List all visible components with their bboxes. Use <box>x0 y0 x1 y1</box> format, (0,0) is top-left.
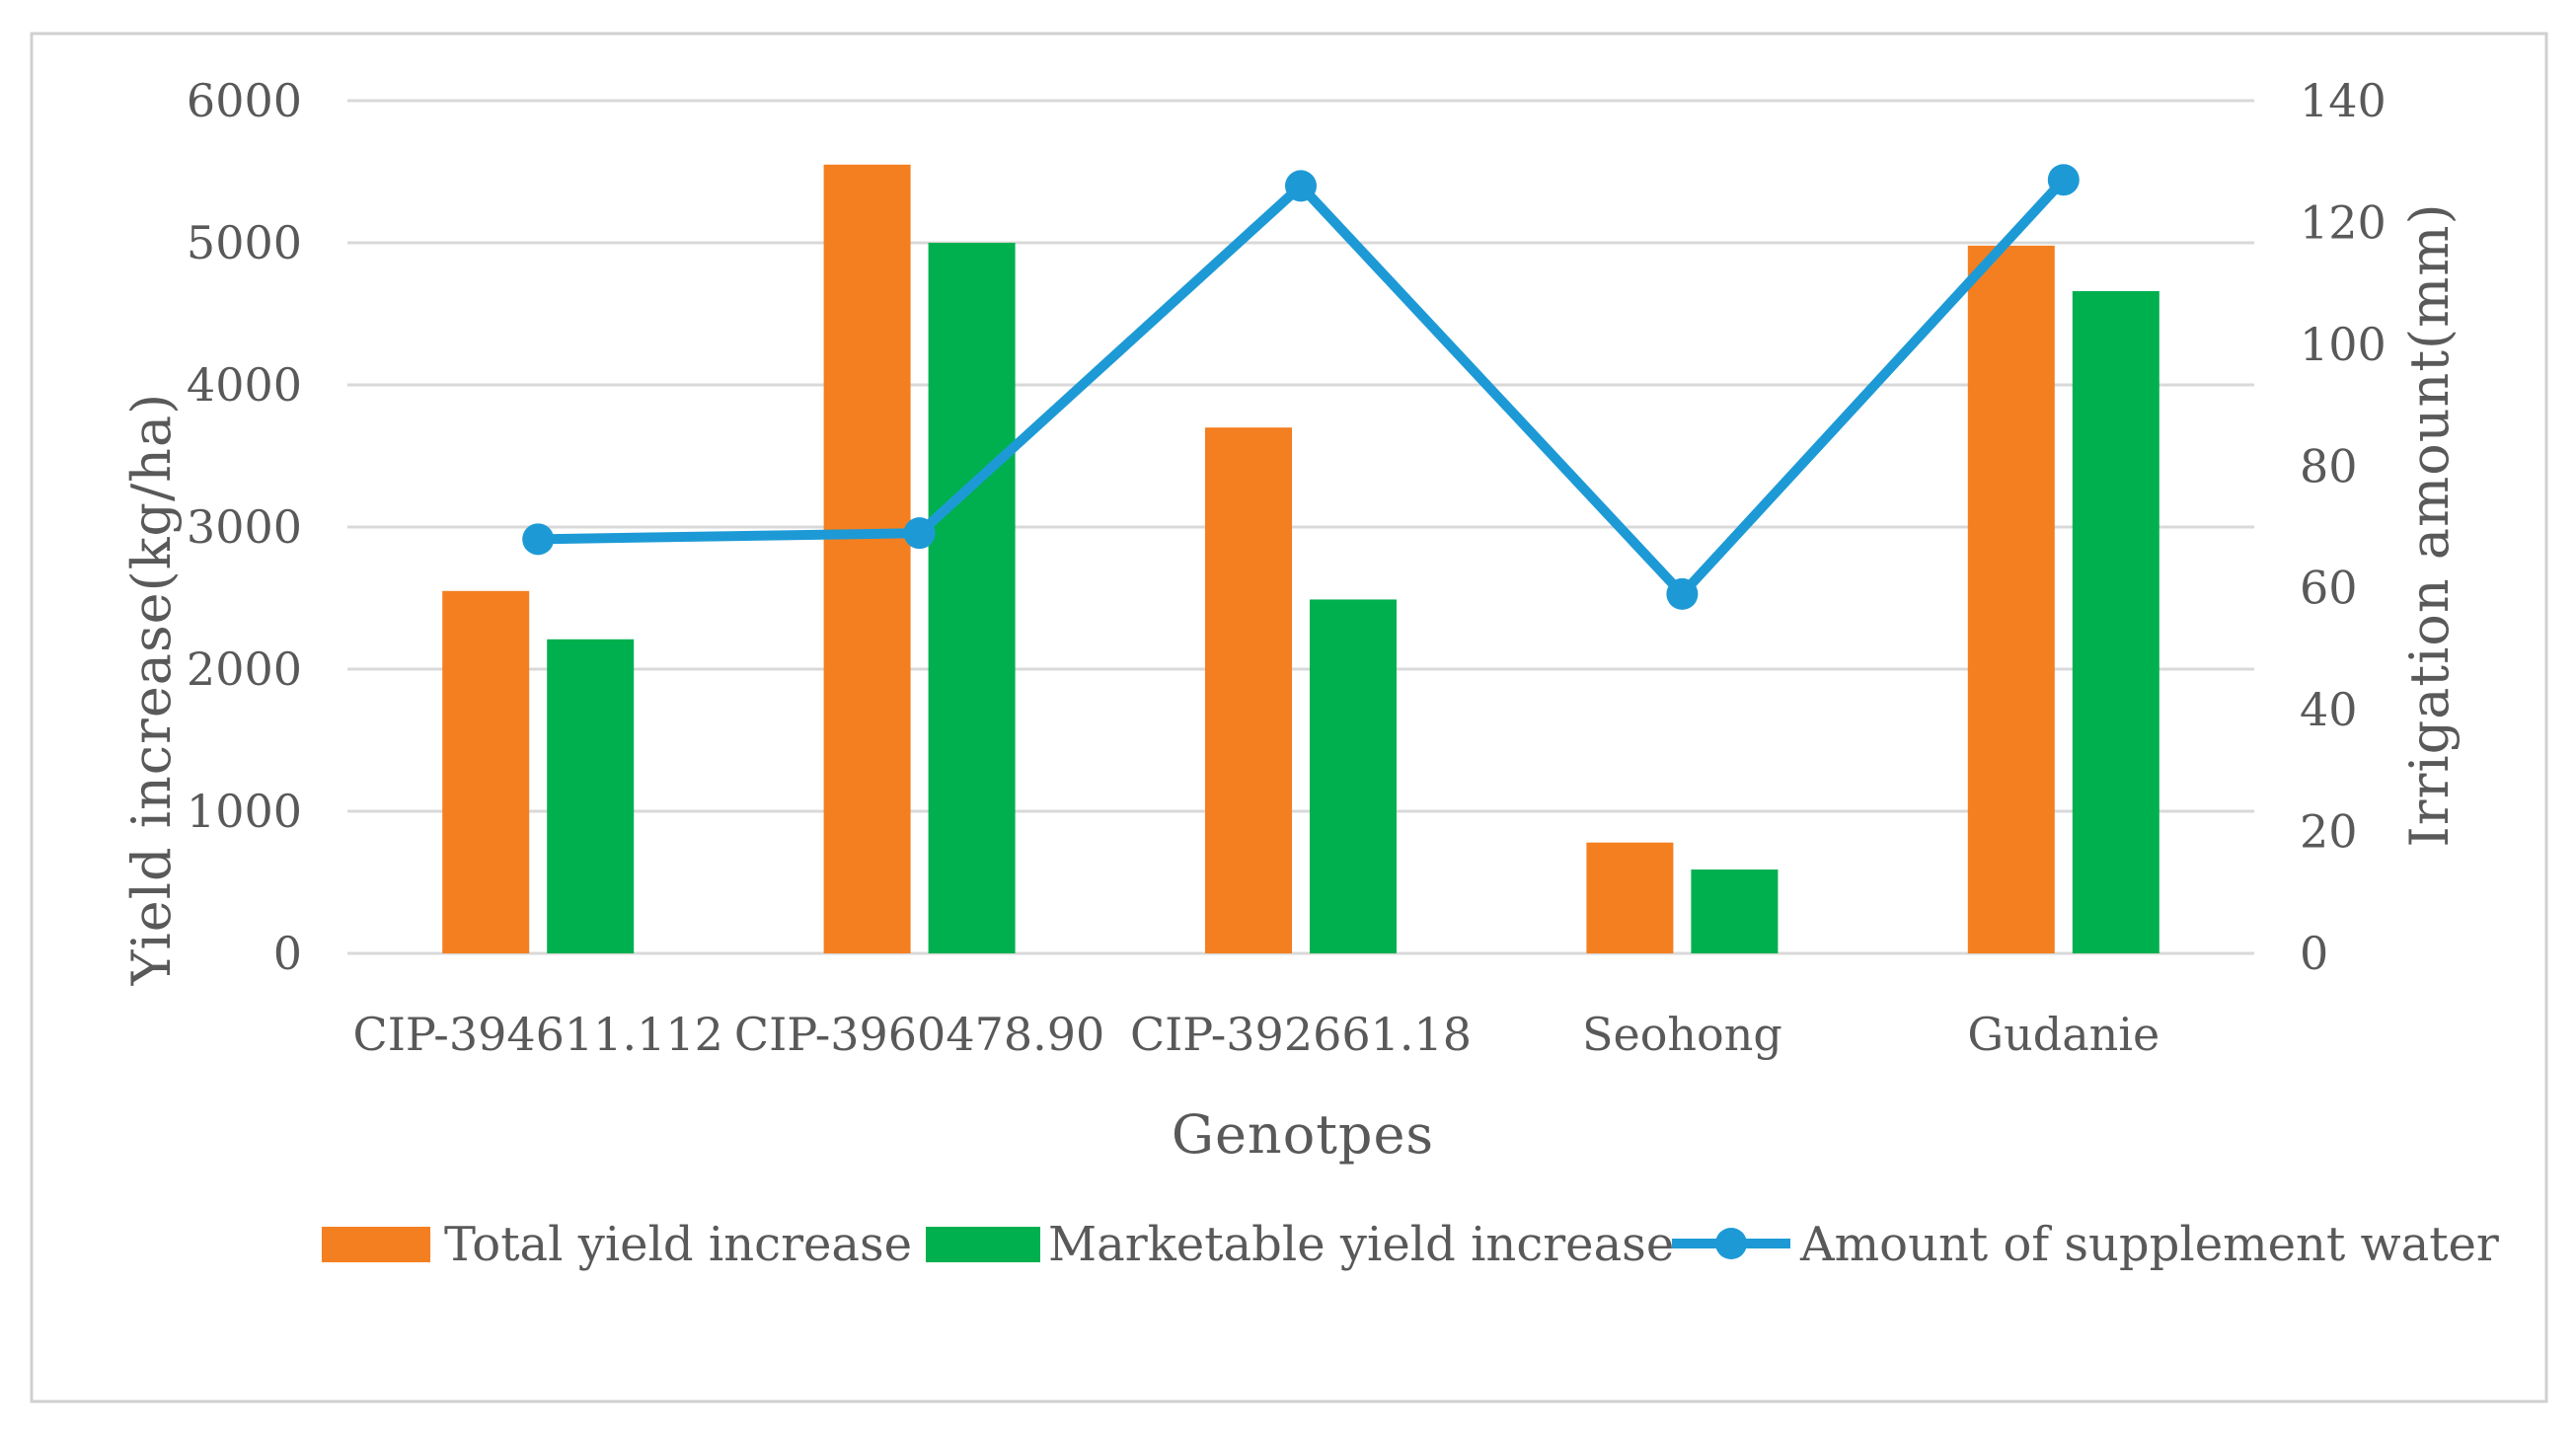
point-amount-of-supplement-water-cip-392661-18 <box>1285 170 1317 202</box>
y-tick-2000: 2000 <box>187 642 302 696</box>
bar-marketable-yield-increase-cip-394611-112 <box>547 639 635 953</box>
bar-marketable-yield-increase-cip-3960478-90 <box>928 243 1016 953</box>
y2-axis-title: Irrigation amount(mm) <box>2398 202 2461 847</box>
y-tick-4000: 4000 <box>187 358 302 412</box>
x-tick-cip-3960478-90: CIP-3960478.90 <box>734 1008 1104 1061</box>
right-axis-ticks: 0 20 40 60 80 100 120 140 <box>2300 74 2387 980</box>
y2-tick-100: 100 <box>2300 318 2387 371</box>
y-tick-6000: 6000 <box>187 74 302 127</box>
legend-swatch-supplement-water-marker <box>1715 1228 1747 1259</box>
legend-label-supplement-water: Amount of supplement water <box>1799 1217 2499 1272</box>
bar-marketable-yield-increase-seohong <box>1691 869 1779 953</box>
y2-tick-40: 40 <box>2300 683 2358 736</box>
line-series <box>522 164 2080 610</box>
bar-total-yield-increase-cip-392661-18 <box>1205 427 1292 953</box>
point-amount-of-supplement-water-seohong <box>1666 577 1699 610</box>
y2-tick-80: 80 <box>2300 439 2358 492</box>
y2-tick-20: 20 <box>2300 805 2358 859</box>
bars <box>442 164 2159 954</box>
bar-total-yield-increase-seohong <box>1586 842 1674 953</box>
y2-tick-120: 120 <box>2300 195 2387 249</box>
point-amount-of-supplement-water-cip-3960478-90 <box>903 517 936 550</box>
bar-marketable-yield-increase-cip-392661-18 <box>1310 599 1397 953</box>
x-axis-title: Genotpes <box>1172 1103 1434 1166</box>
x-tick-cip-394611-112: CIP-394611.112 <box>353 1008 723 1061</box>
y-axis-title: Yield increase(kg/ha) <box>120 393 183 986</box>
left-axis-ticks: 0 1000 2000 3000 4000 5000 6000 <box>187 74 302 980</box>
legend-label-total-yield: Total yield increase <box>444 1217 912 1272</box>
x-tick-cip-392661-18: CIP-392661.18 <box>1130 1008 1472 1061</box>
y2-tick-0: 0 <box>2300 927 2328 980</box>
category-axis-ticks: CIP-394611.112 CIP-3960478.90 CIP-392661.1… <box>353 1008 2160 1061</box>
y-tick-3000: 3000 <box>187 500 302 554</box>
y2-tick-60: 60 <box>2300 562 2358 615</box>
legend-swatch-marketable-yield <box>926 1227 1040 1262</box>
y-tick-5000: 5000 <box>187 216 302 269</box>
y2-tick-140: 140 <box>2300 74 2387 127</box>
point-amount-of-supplement-water-gudanie <box>2047 164 2080 196</box>
bar-total-yield-increase-gudanie <box>1967 245 2055 953</box>
bar-total-yield-increase-cip-394611-112 <box>442 590 530 953</box>
y-tick-1000: 1000 <box>187 785 302 838</box>
legend: Total yield increase Marketable yield in… <box>322 1217 2499 1272</box>
y-tick-0: 0 <box>273 927 302 980</box>
bar-total-yield-increase-cip-3960478-90 <box>823 164 911 954</box>
legend-label-marketable-yield: Marketable yield increase <box>1048 1217 1674 1272</box>
x-tick-seohong: Seohong <box>1582 1008 1782 1061</box>
point-amount-of-supplement-water-cip-394611-112 <box>522 523 555 556</box>
gridlines <box>347 99 2254 955</box>
bar-marketable-yield-increase-gudanie <box>2072 290 2159 954</box>
x-tick-gudanie: Gudanie <box>1967 1008 2159 1061</box>
legend-swatch-total-yield <box>322 1227 430 1262</box>
